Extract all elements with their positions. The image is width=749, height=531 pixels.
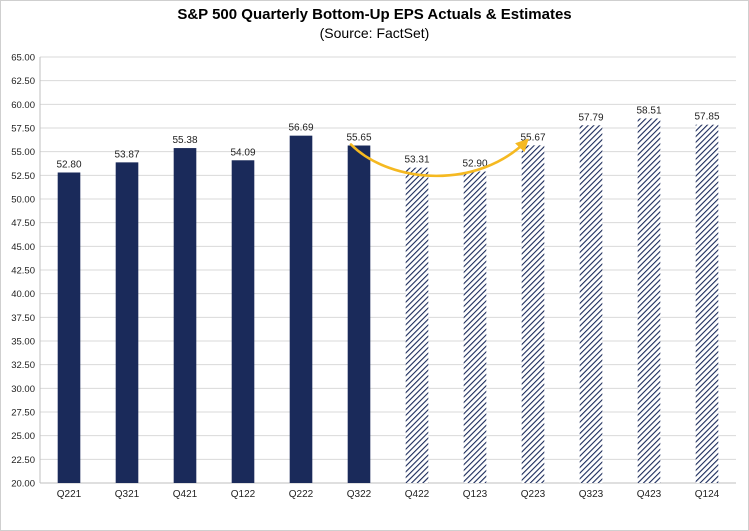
x-tick-label: Q322 [347,489,372,500]
y-tick-label: 37.50 [11,313,35,324]
bar-q323 [579,125,603,483]
x-tick-label: Q321 [115,489,140,500]
bar-q122 [231,160,255,484]
y-tick-label: 65.00 [11,53,35,64]
gridlines [39,56,736,484]
bar-q423 [637,118,661,484]
y-tick-label: 20.00 [11,479,35,490]
y-tick-label: 62.50 [11,76,35,87]
bar-q421 [173,148,197,483]
y-tick-label: 45.00 [11,242,35,253]
data-label: 55.38 [172,135,197,146]
chart-subtitle: (Source: FactSet) [319,25,430,41]
data-label: 56.69 [288,123,313,134]
data-label: 58.51 [636,105,661,116]
data-label: 52.80 [56,159,81,170]
y-tick-label: 60.00 [11,100,35,111]
y-tick-label: 27.50 [11,408,35,419]
data-label: 55.65 [346,133,371,144]
trend-arrow-annotation [349,138,529,178]
bar-q422 [405,167,429,483]
data-label: 53.31 [404,155,429,166]
bar-q221 [57,172,81,483]
y-tick-label: 57.50 [11,124,35,135]
data-label: 57.85 [694,112,719,123]
bar-q223 [521,145,545,483]
y-axis-ticks: 65.00 62.50 60.00 57.50 55.00 52.50 50.00 47.50… [11,53,35,490]
x-tick-label: Q221 [57,489,82,500]
bars [57,118,719,484]
x-tick-label: Q421 [173,489,198,500]
y-tick-label: 25.00 [11,431,35,442]
x-tick-label: Q123 [463,489,488,500]
data-label: 57.79 [578,112,603,123]
x-tick-label: Q124 [695,489,720,500]
x-tick-label: Q423 [637,489,662,500]
y-tick-label: 40.00 [11,289,35,300]
y-tick-label: 30.00 [11,384,35,395]
x-tick-label: Q422 [405,489,430,500]
bar-q321 [115,162,139,483]
x-tick-label: Q323 [579,489,604,500]
y-tick-label: 35.00 [11,337,35,348]
data-label: 54.09 [230,147,255,158]
bar-q124 [695,124,719,483]
bar-q123 [463,171,487,483]
y-tick-label: 42.50 [11,266,35,277]
y-tick-label: 55.00 [11,147,35,158]
bar-q222 [289,135,313,483]
y-tick-label: 50.00 [11,195,35,206]
y-tick-label: 32.50 [11,360,35,371]
data-label: 55.67 [520,132,545,143]
data-label: 53.87 [114,149,139,160]
data-label: 52.90 [462,159,487,170]
x-axis-ticks: Q221 Q321 Q421 Q122 Q222 Q322 Q422 Q123 Q223 Q323… [57,489,720,500]
y-tick-label: 52.50 [11,171,35,182]
x-tick-label: Q222 [289,489,314,500]
y-tick-label: 22.50 [11,455,35,466]
x-tick-label: Q223 [521,489,546,500]
chart-title: S&P 500 Quarterly Bottom-Up EPS Actuals … [177,6,572,23]
y-tick-label: 47.50 [11,218,35,229]
data-labels: 52.80 53.87 55.38 54.09 56.69 55.65 53.31 52.90… [56,105,719,170]
annotation-layer [349,138,529,178]
x-tick-label: Q122 [231,489,256,500]
bar-q322 [347,145,371,483]
